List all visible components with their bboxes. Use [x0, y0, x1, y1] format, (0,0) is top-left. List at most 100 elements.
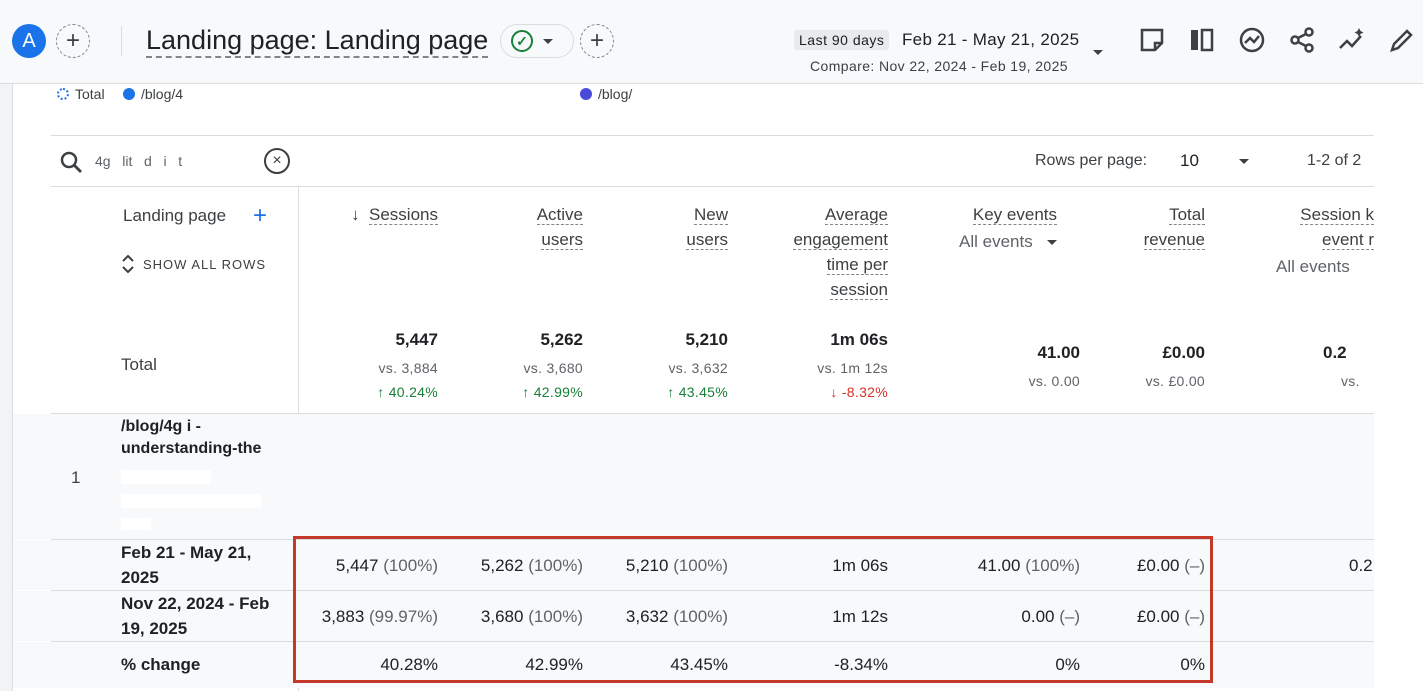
cmp2-avg-engagement: 1m 12s: [832, 607, 888, 626]
cmp2-active-users: 3,680 (100%): [480, 607, 583, 626]
key-events-select[interactable]: All events: [959, 232, 1057, 252]
cmp2-sessions: 3,883 (99.97%): [321, 607, 438, 626]
compare-range[interactable]: Compare: Nov 22, 2024 - Feb 19, 2025: [810, 58, 1068, 74]
change-sessions: 40.28%: [380, 655, 438, 674]
column-header-sessions[interactable]: ↓ Sessions: [351, 205, 438, 225]
arrow-up-icon: ↑: [377, 384, 385, 400]
divider: [51, 413, 1374, 414]
row-index: 1: [71, 468, 81, 487]
date-range[interactable]: Feb 21 - May 21, 2025: [902, 30, 1080, 49]
cmp2-key-events: 0.00 (–): [1021, 607, 1080, 626]
column-header-total-revenue[interactable]: Total revenue: [1143, 205, 1205, 250]
total-new-users: 5,210: [685, 330, 728, 349]
total-active-users: 5,262: [540, 330, 583, 349]
session-key-event-select[interactable]: All events: [1276, 257, 1350, 276]
cmp1-new-users: 5,210 (100%): [625, 556, 728, 575]
divider: [51, 641, 1374, 642]
note-icon[interactable]: [1138, 26, 1166, 54]
compare-icon[interactable]: [1188, 26, 1216, 54]
total-revenue-vs: vs. £0.00: [1145, 373, 1205, 389]
cmp2-revenue: £0.00 (–): [1136, 607, 1205, 626]
search-icon: [60, 151, 82, 173]
change-active-users: 42.99%: [525, 655, 583, 674]
total-active-users-vs: vs. 3,680: [523, 360, 583, 376]
total-avg-engagement-change: ↓ -8.32%: [830, 384, 888, 400]
redaction-mask: [121, 494, 261, 508]
column-header-new-users[interactable]: New users: [686, 205, 728, 250]
arrow-up-icon: ↑: [667, 384, 675, 400]
table-row: [13, 591, 1374, 641]
column-header-avg-engagement[interactable]: Average engagement time per session: [793, 205, 888, 300]
total-sessions: 5,447: [395, 330, 438, 349]
share-icon[interactable]: [1288, 26, 1316, 54]
cmp2-new-users: 3,632 (100%): [625, 607, 728, 626]
cmp1-sessions: 5,447 (100%): [335, 556, 438, 575]
column-header-active-users[interactable]: Active users: [536, 205, 583, 250]
total-sessions-vs: vs. 3,884: [378, 360, 438, 376]
total-sessions-change: ↑ 40.24%: [377, 384, 438, 400]
series-dot-icon: [580, 88, 592, 100]
rows-per-page-select[interactable]: 10: [1180, 151, 1199, 170]
column-header-session-key-event-rate[interactable]: Session k event r: [1300, 205, 1374, 250]
total-session-key-event-rate: 0.2: [1323, 343, 1347, 362]
pagination-label: 1-2 of 2: [1307, 152, 1362, 169]
report-header: A + Landing page: Landing page ✓ + Last …: [0, 0, 1423, 84]
chevron-down-icon: [543, 38, 553, 44]
column-header-key-events[interactable]: Key events: [972, 205, 1057, 225]
cmp1-key-events: 41.00 (100%): [977, 556, 1080, 575]
chevron-down-icon[interactable]: [1239, 159, 1249, 164]
chevron-down-icon: [1046, 239, 1057, 245]
add-dimension-icon[interactable]: +: [253, 202, 268, 229]
page-title[interactable]: Landing page: Landing page: [146, 24, 489, 58]
divider: [121, 26, 122, 56]
arrow-down-icon: ↓: [830, 384, 838, 400]
legend-item-total[interactable]: Total: [57, 86, 105, 102]
total-row-label: Total: [121, 355, 157, 374]
add-filter-button[interactable]: +: [580, 24, 614, 58]
dimension-header[interactable]: Landing page: [123, 206, 227, 225]
check-icon: ✓: [511, 30, 533, 52]
total-avg-engagement: 1m 06s: [830, 330, 888, 349]
arrow-up-icon: ↑: [522, 384, 530, 400]
total-new-users-vs: vs. 3,632: [668, 360, 728, 376]
total-key-events: 41.00: [1037, 343, 1080, 362]
insights-icon[interactable]: [1238, 26, 1266, 54]
series-dot-icon: [123, 88, 135, 100]
divider: [51, 135, 1374, 136]
status-dropdown[interactable]: ✓: [500, 24, 574, 58]
cmp1-revenue: £0.00 (–): [1136, 556, 1205, 575]
total-new-users-change: ↑ 43.45%: [667, 384, 728, 400]
divider: [51, 590, 1374, 591]
legend-item-series-1[interactable]: /blog/4: [123, 86, 183, 102]
clear-search-icon[interactable]: ×: [264, 148, 290, 174]
landing-page-cell[interactable]: /blog/4g i - understanding-the: [121, 418, 262, 457]
date-dropdown-icon[interactable]: [1093, 50, 1103, 55]
search-input[interactable]: [95, 150, 255, 172]
change-new-users: 43.45%: [670, 655, 728, 674]
total-session-key-event-rate-vs: vs.: [1341, 373, 1360, 389]
cmp1-session-key-event-rate: 0.2: [1349, 556, 1373, 575]
unfold-icon: [122, 254, 134, 274]
cmp1-active-users: 5,262 (100%): [480, 556, 583, 575]
report-table-card: Total /blog/4 /blog/ × Rows per page: 10…: [12, 84, 1423, 691]
change-key-events: 0%: [1055, 655, 1080, 674]
dotted-circle-icon: [57, 88, 69, 100]
sort-arrow-icon: ↓: [351, 205, 360, 224]
edit-icon[interactable]: [1388, 26, 1416, 54]
change-revenue: 0%: [1180, 655, 1205, 674]
total-key-events-vs: vs. 0.00: [1028, 373, 1080, 389]
avatar[interactable]: A: [12, 24, 46, 58]
date-preset-badge[interactable]: Last 90 days: [794, 30, 890, 50]
table-row[interactable]: [13, 414, 1374, 539]
show-all-rows-button[interactable]: SHOW ALL ROWS: [121, 254, 266, 274]
trend-sparkle-icon[interactable]: [1338, 26, 1366, 54]
change-avg-engagement: -8.34%: [834, 655, 888, 674]
comparison-label: Feb 21 - May 21, 2025: [121, 543, 252, 587]
add-comparison-button[interactable]: +: [56, 24, 90, 58]
divider: [51, 539, 1374, 540]
cmp1-avg-engagement: 1m 06s: [832, 556, 888, 575]
legend-item-series-2[interactable]: /blog/: [580, 86, 632, 102]
table-row: [13, 540, 1374, 590]
redaction-mask: [121, 518, 151, 530]
total-revenue: £0.00: [1162, 343, 1205, 362]
